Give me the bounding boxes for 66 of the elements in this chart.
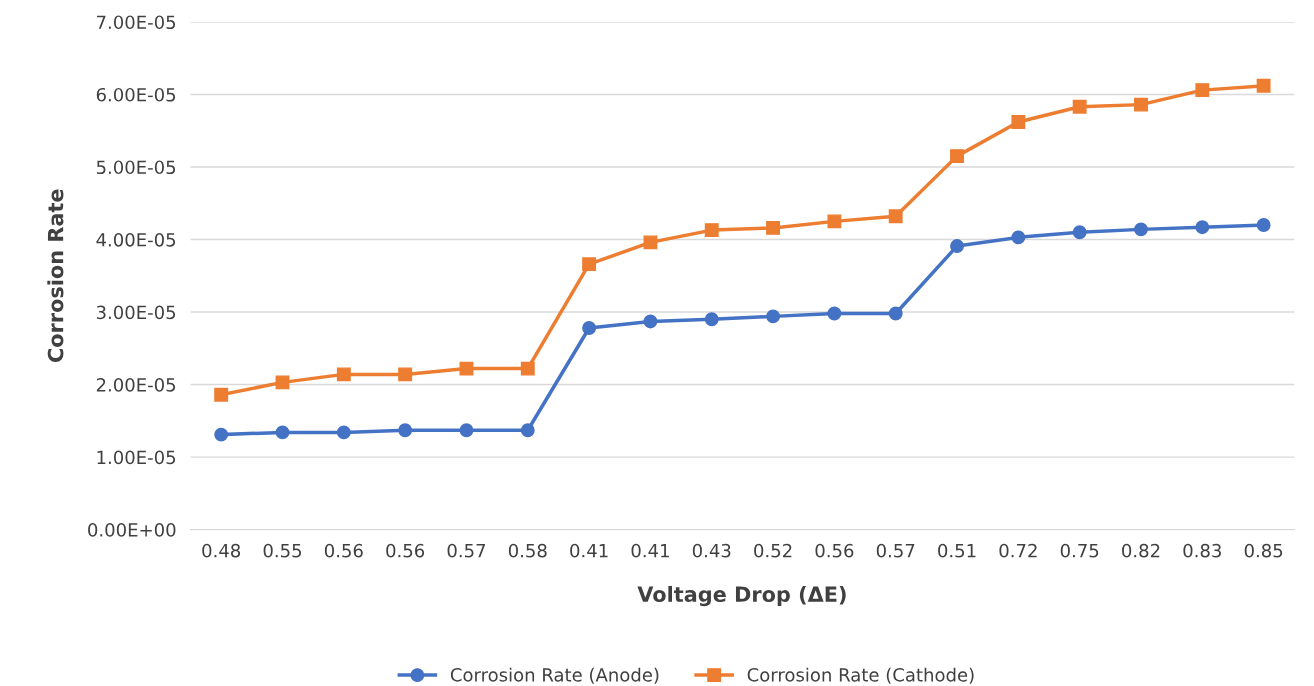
point (888, 209, 903, 224)
y-tick-label: 3.00E-05 (96, 305, 176, 320)
point (214, 427, 229, 442)
point (459, 423, 474, 438)
point (520, 423, 535, 438)
point (275, 375, 290, 390)
point (520, 361, 535, 376)
y-tick-label: 0.00E+00 (88, 523, 176, 537)
point (214, 387, 229, 402)
x-tick-label: 0.57 (447, 543, 486, 558)
point (459, 361, 474, 376)
point (827, 214, 842, 229)
point (398, 367, 413, 382)
point (275, 425, 290, 440)
y-tick-label: 7.00E-05 (97, 15, 176, 30)
point (1072, 225, 1087, 240)
x-tick-label: 0.55 (263, 543, 302, 558)
point (1256, 218, 1271, 232)
point (950, 239, 964, 253)
point (827, 306, 842, 321)
y-tick-label: 4.00E-05 (96, 232, 176, 247)
point (582, 257, 597, 272)
point (1011, 115, 1026, 129)
legend-label: Corrosion Rate (Cathode) (747, 667, 974, 684)
point (950, 149, 964, 164)
x-axis-title: Voltage Drop (ΔE) (637, 585, 846, 607)
x-tick-label: 0.57 (876, 543, 915, 558)
y-tick-label: 6.00E-05 (96, 87, 176, 102)
x-tick-label: 0.41 (570, 543, 608, 558)
point (766, 220, 781, 235)
point (704, 223, 719, 238)
x-tick-label: 0.58 (508, 543, 547, 558)
point (582, 321, 597, 335)
x-tick-label: 0.75 (1060, 543, 1099, 558)
y-axis-title: Corrosion Rate (47, 189, 64, 363)
y-tick-label: 5.00E-05 (96, 160, 176, 175)
point (643, 235, 658, 250)
x-tick-label: 0.85 (1244, 543, 1283, 558)
point (1134, 97, 1148, 112)
x-tick-label: 0.72 (999, 543, 1037, 558)
point (888, 306, 903, 321)
legend-label: Corrosion Rate (Anode) (450, 667, 659, 684)
point (766, 309, 781, 324)
x-tick-label: 0.83 (1183, 543, 1221, 558)
x-tick-label: 0.56 (386, 543, 425, 558)
x-tick-label: 0.82 (1122, 543, 1160, 558)
point (1195, 83, 1210, 98)
x-tick-label: 0.51 (938, 543, 976, 558)
point (1072, 99, 1087, 114)
point (398, 423, 413, 438)
point (336, 425, 351, 440)
point (336, 367, 351, 382)
point (1195, 220, 1210, 235)
point (1134, 222, 1148, 237)
x-tick-label: 0.41 (631, 543, 669, 558)
x-tick-label: 0.43 (692, 543, 731, 558)
point (643, 314, 658, 329)
x-tick-label: 0.48 (202, 543, 241, 558)
point (1256, 78, 1271, 93)
y-tick-label: 2.00E-05 (96, 378, 176, 392)
point (1011, 230, 1026, 245)
y-tick-label: 1.00E-05 (97, 450, 176, 465)
x-tick-label: 0.56 (324, 543, 363, 558)
x-tick-label: 0.52 (754, 543, 792, 558)
point (704, 312, 719, 327)
x-tick-label: 0.56 (815, 543, 854, 558)
